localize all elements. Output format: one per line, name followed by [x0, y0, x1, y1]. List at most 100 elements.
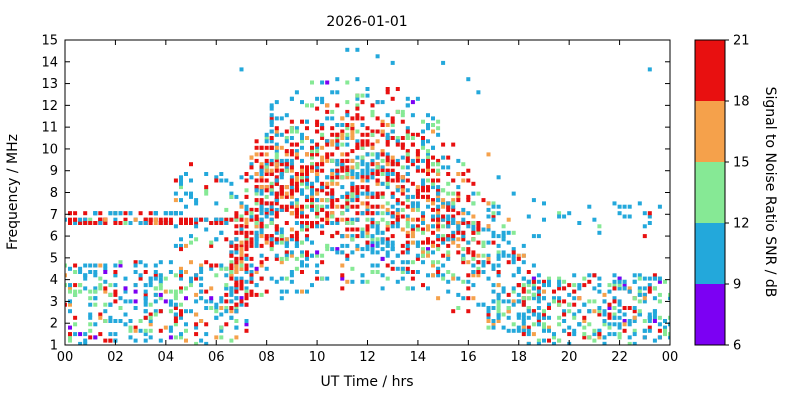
data-point	[118, 260, 123, 265]
data-point	[300, 178, 304, 183]
data-point	[531, 286, 536, 291]
data-point	[284, 168, 289, 173]
data-point	[355, 142, 360, 147]
data-point	[370, 211, 375, 216]
data-point	[305, 178, 309, 183]
data-point	[310, 80, 314, 85]
data-point	[405, 243, 410, 248]
data-point	[491, 217, 496, 222]
data-point	[410, 132, 415, 137]
data-point	[415, 240, 420, 245]
data-point	[259, 276, 264, 281]
data-point	[446, 224, 451, 229]
data-point	[390, 60, 395, 65]
data-point	[93, 270, 98, 274]
data-point	[330, 247, 335, 252]
data-point	[360, 175, 365, 180]
data-point	[405, 165, 410, 170]
data-point	[375, 139, 380, 144]
data-point	[385, 168, 390, 173]
data-point	[244, 289, 249, 294]
data-point	[229, 289, 234, 294]
data-point	[421, 136, 425, 140]
data-point	[446, 253, 451, 258]
data-point	[289, 204, 294, 209]
data-point	[289, 175, 294, 180]
data-point	[597, 230, 602, 235]
data-point	[395, 172, 400, 176]
data-point	[163, 276, 168, 281]
data-point	[153, 299, 158, 304]
data-point	[572, 273, 577, 278]
data-point	[355, 243, 360, 248]
data-point	[405, 221, 410, 225]
data-point	[355, 145, 360, 150]
data-point	[128, 221, 133, 225]
data-point	[274, 230, 279, 235]
data-point	[259, 234, 264, 239]
data-point	[284, 194, 289, 199]
data-point	[305, 136, 309, 140]
data-point	[284, 240, 289, 245]
data-point	[506, 315, 511, 320]
data-point	[365, 142, 370, 147]
data-point	[622, 204, 627, 209]
data-point	[335, 145, 340, 150]
data-point	[244, 256, 249, 261]
data-point	[264, 201, 269, 206]
data-point	[647, 325, 652, 330]
data-point	[310, 168, 314, 173]
data-point	[289, 273, 294, 278]
data-point	[380, 240, 385, 245]
data-point	[375, 165, 380, 170]
data-point	[330, 172, 335, 176]
data-point	[516, 292, 521, 297]
data-point	[370, 132, 375, 137]
data-point	[279, 289, 284, 294]
data-point	[516, 256, 521, 261]
data-point	[320, 126, 325, 131]
data-point	[491, 283, 496, 288]
data-point	[426, 273, 430, 278]
data-point	[542, 328, 546, 333]
data-point	[269, 116, 274, 121]
data-point	[214, 309, 219, 314]
data-point	[118, 319, 123, 323]
data-point	[184, 204, 188, 209]
data-point	[572, 283, 577, 288]
data-point	[431, 116, 435, 121]
data-point	[244, 279, 249, 284]
data-point	[93, 286, 98, 291]
data-point	[405, 266, 410, 271]
data-point	[279, 227, 284, 232]
data-point	[118, 296, 123, 301]
data-point	[244, 172, 249, 176]
data-point	[663, 328, 667, 333]
data-point	[567, 332, 572, 337]
data-point	[466, 309, 471, 314]
data-point	[375, 194, 380, 199]
data-point	[415, 224, 420, 229]
data-point	[274, 152, 279, 157]
data-point	[486, 325, 491, 330]
data-point	[179, 302, 183, 307]
data-point	[340, 185, 345, 190]
data-point	[279, 191, 284, 196]
data-point	[294, 237, 299, 242]
data-point	[315, 221, 320, 225]
data-point	[365, 126, 370, 131]
data-point	[340, 211, 345, 216]
data-point	[426, 149, 430, 154]
data-point	[234, 283, 239, 288]
data-point	[274, 191, 279, 196]
data-point	[330, 132, 335, 137]
data-point	[526, 270, 531, 274]
data-point	[249, 237, 254, 242]
data-point	[325, 247, 330, 252]
data-point	[597, 332, 602, 337]
data-point	[365, 234, 370, 239]
data-point	[612, 299, 617, 304]
data-point	[108, 211, 113, 216]
data-point	[189, 162, 193, 167]
